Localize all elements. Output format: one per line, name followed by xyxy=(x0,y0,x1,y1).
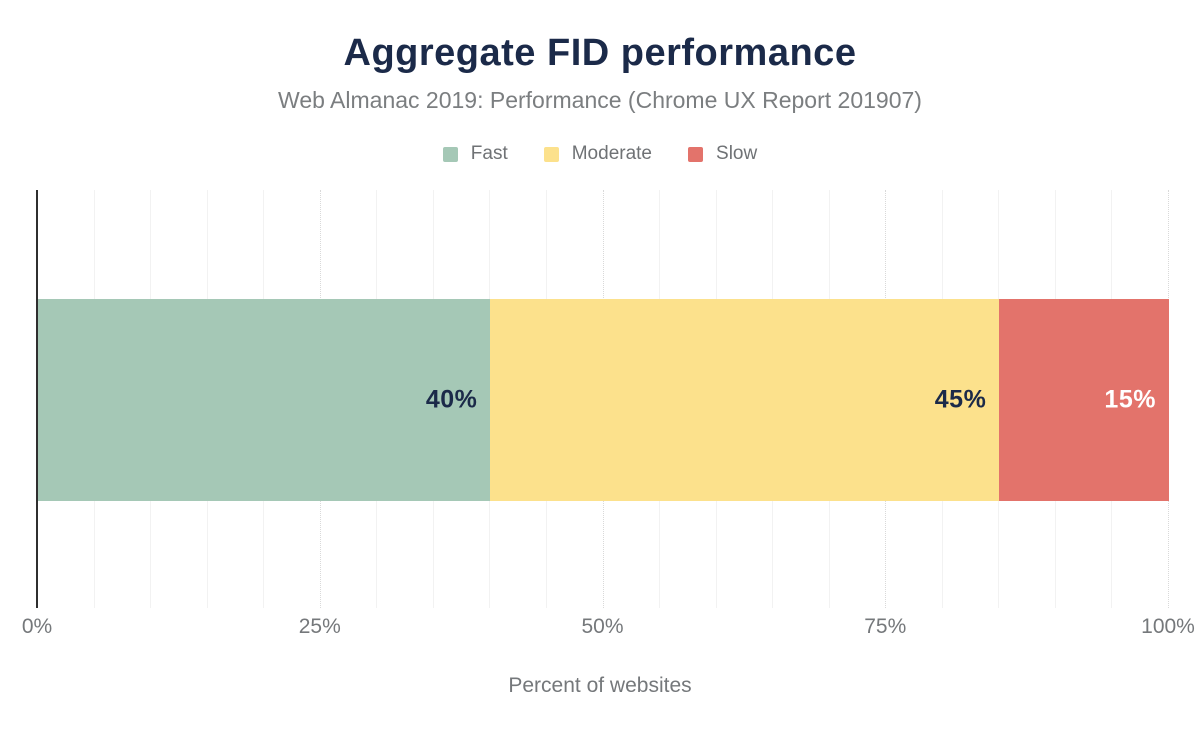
bar-segment-data-label: 45% xyxy=(934,385,987,414)
chart-subtitle: Web Almanac 2019: Performance (Chrome UX… xyxy=(278,87,922,113)
chart-title: Aggregate FID performance xyxy=(343,32,857,74)
legend-label: Slow xyxy=(716,143,758,164)
bar-segment-data-label: 15% xyxy=(1104,385,1156,414)
legend-swatch-icon xyxy=(442,146,458,162)
x-tick-label: 100% xyxy=(1141,615,1195,638)
bar-segment-slow: 15% xyxy=(999,299,1169,501)
plot-area: 40% 45% 15% xyxy=(36,190,1169,608)
legend-item-moderate: Moderate xyxy=(543,143,653,165)
bar-segment-data-label: 40% xyxy=(425,385,478,414)
legend-swatch-icon xyxy=(543,146,559,162)
chart-legend: Fast Moderate Slow xyxy=(0,143,1200,165)
bar-segment-fast: 40% xyxy=(38,299,491,501)
y-axis-line xyxy=(36,190,38,608)
bar-segment-moderate: 45% xyxy=(490,299,1000,501)
x-tick-label: 0% xyxy=(21,615,53,638)
x-axis-title: Percent of websites xyxy=(508,674,692,697)
legend-label: Fast xyxy=(470,143,508,164)
legend-item-fast: Fast xyxy=(442,143,508,165)
x-tick-label: 75% xyxy=(864,615,907,638)
legend-swatch-icon xyxy=(688,146,704,162)
stacked-bar: 40% 45% 15% xyxy=(38,299,1169,501)
x-axis-tick-labels: 0% 25% 50% 75% 100% xyxy=(22,612,1195,642)
legend-label: Moderate xyxy=(571,143,653,164)
legend-item-slow: Slow xyxy=(688,143,757,165)
x-tick-label: 25% xyxy=(298,615,341,638)
x-tick-label: 50% xyxy=(581,615,624,638)
